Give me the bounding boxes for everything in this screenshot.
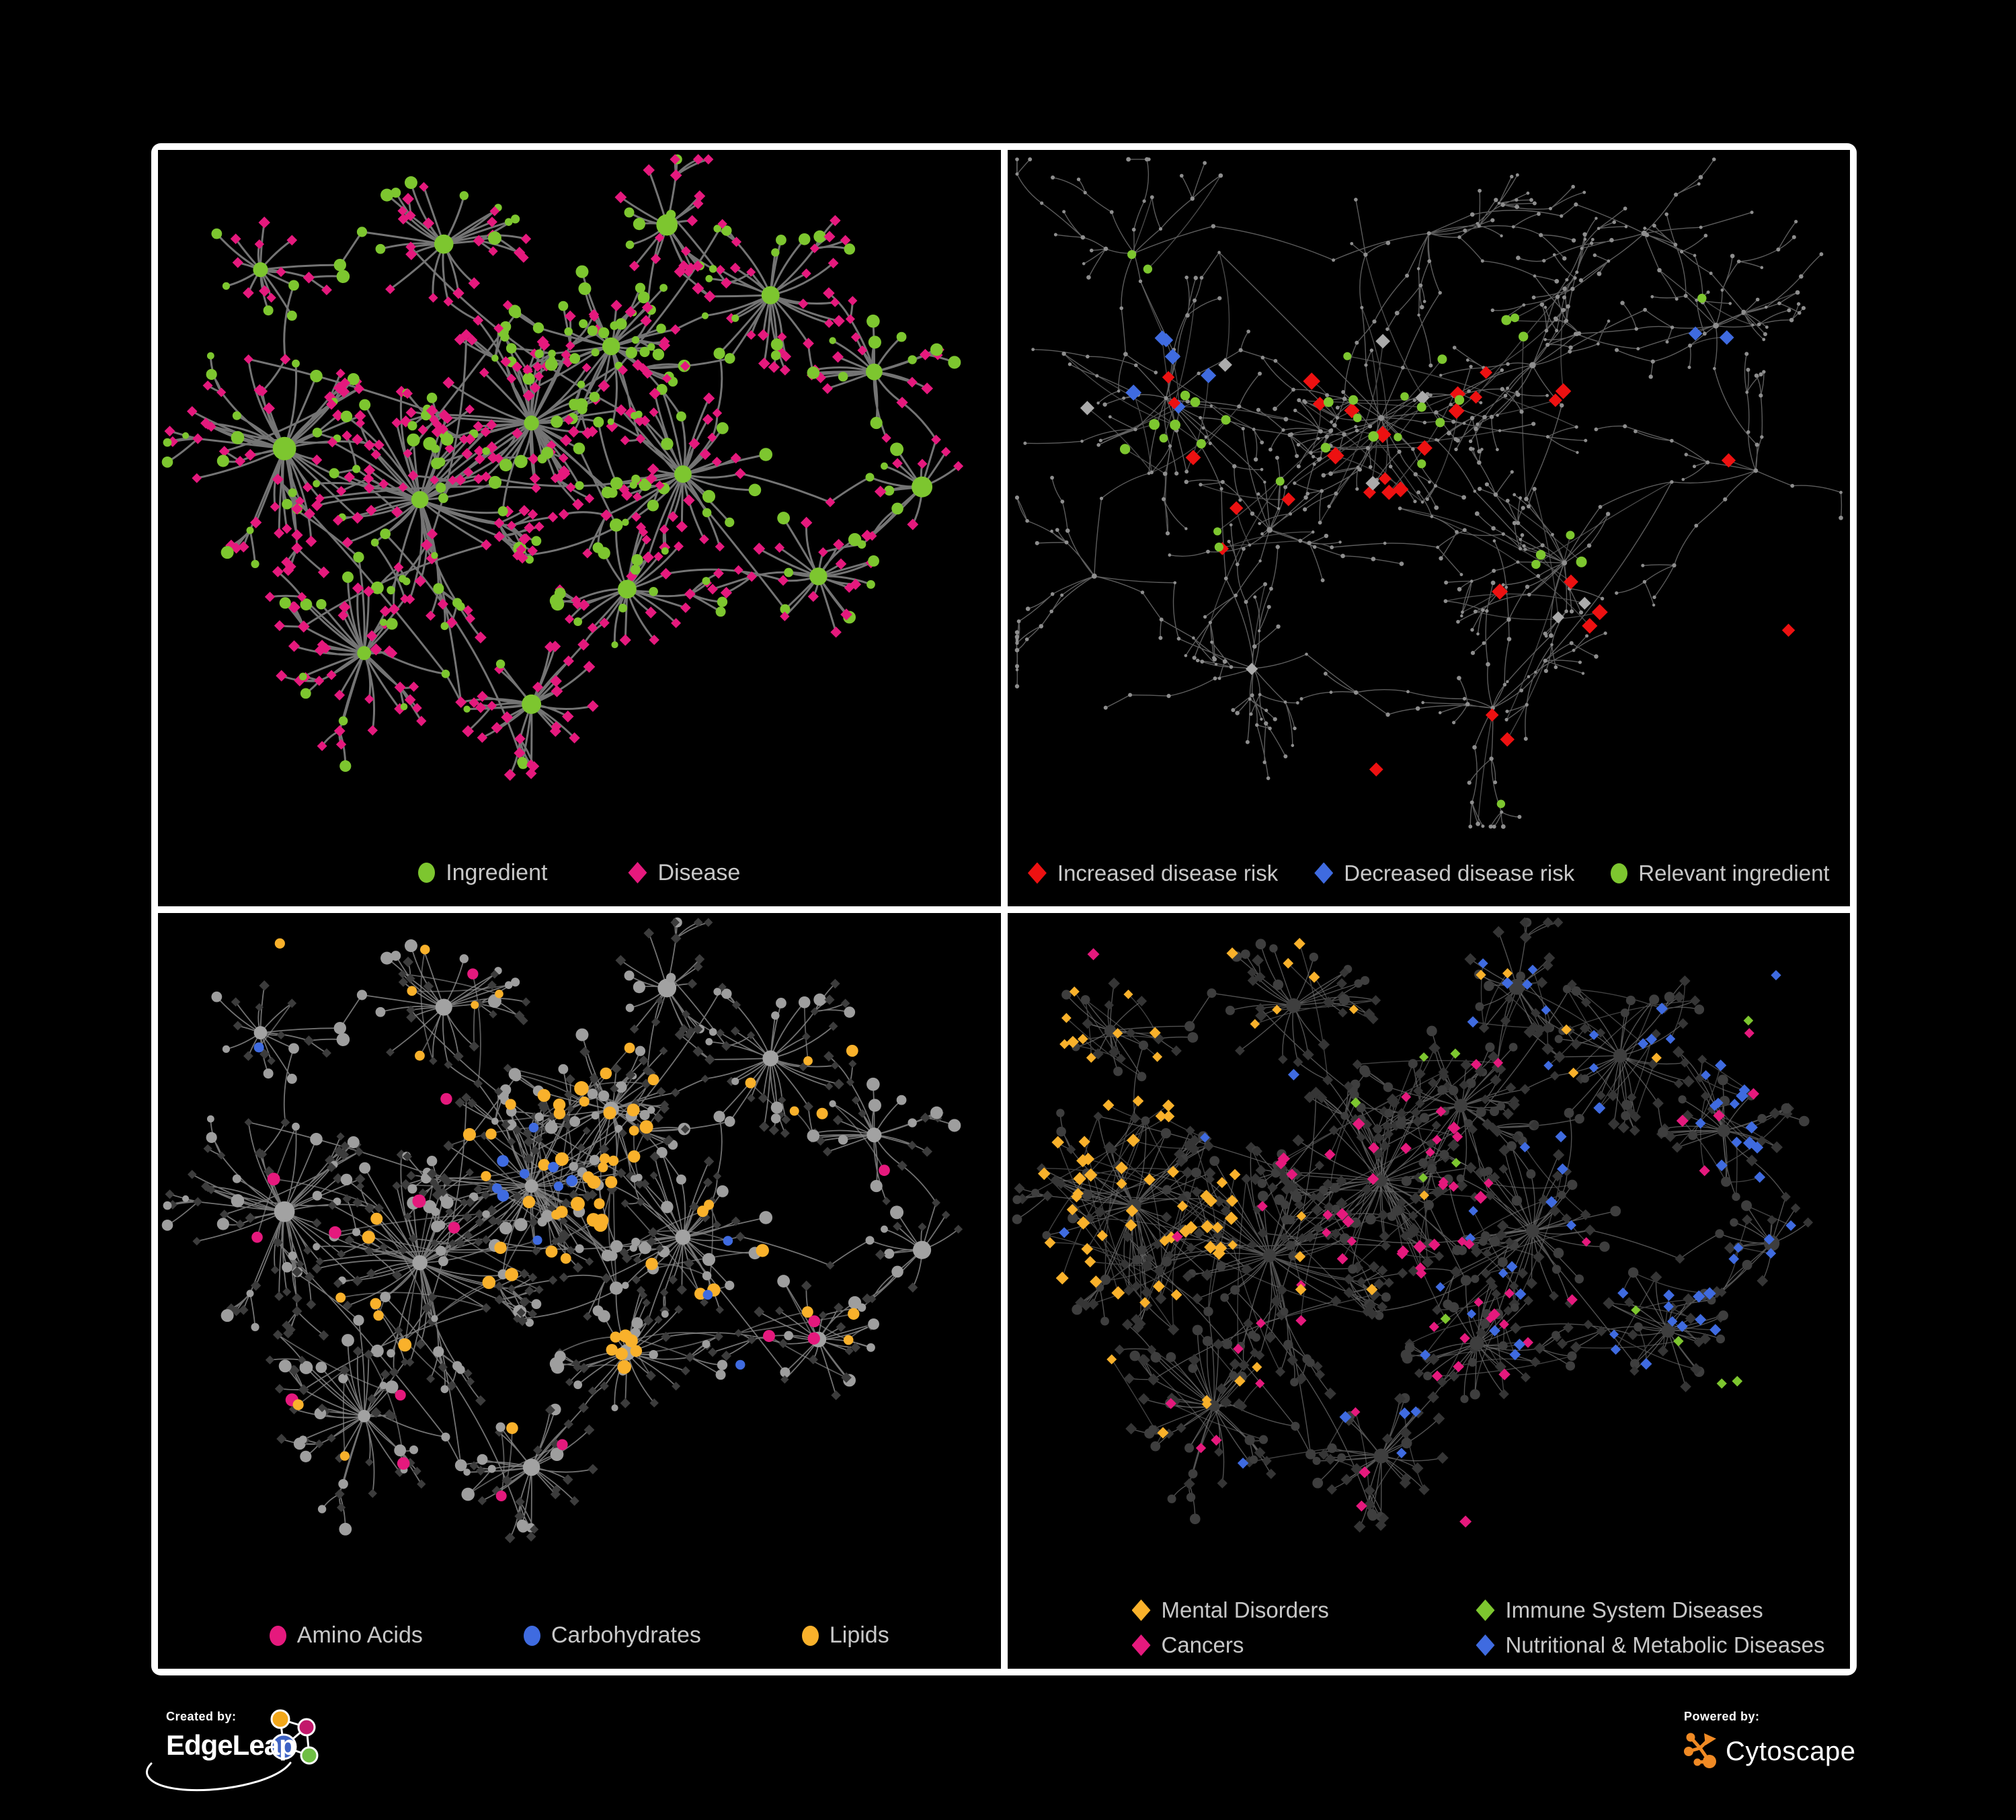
legend-diamond-marker bbox=[628, 862, 647, 883]
legend-diamond-marker bbox=[1131, 1634, 1151, 1656]
panel-ingredient-disease: Ingredient Disease bbox=[158, 150, 1001, 906]
panel-disease-risk: Increased disease risk Decreased disease … bbox=[1007, 150, 1851, 906]
legend-item: Immune System Diseases bbox=[1476, 1597, 1825, 1623]
legend-diamond-marker bbox=[1476, 1634, 1495, 1656]
edgeleap-branding: Created by: EdgeLeap bbox=[166, 1710, 296, 1762]
edgeleap-logo-icon bbox=[146, 1709, 319, 1792]
legend-item: Increased disease risk bbox=[1027, 860, 1279, 886]
cytoscape-branding: Powered by: Cytoscape bbox=[1684, 1710, 1855, 1772]
disease-risk-legend: Increased disease risk Decreased disease … bbox=[1008, 861, 1851, 886]
cytoscape-logo-icon bbox=[1684, 1733, 1716, 1768]
legend-label: Carbohydrates bbox=[551, 1622, 701, 1648]
panel-macronutrients: Amino Acids Carbohydrates Lipids bbox=[158, 912, 1001, 1669]
legend-label: Immune System Diseases bbox=[1505, 1597, 1763, 1622]
legend-item: Mental Disorders bbox=[1131, 1597, 1396, 1623]
legend-circle-marker bbox=[1611, 863, 1628, 883]
legend-label: Cancers bbox=[1161, 1632, 1244, 1657]
disease-risk-network bbox=[1014, 157, 1843, 829]
legend-label: Disease bbox=[657, 859, 741, 885]
legend-label: Decreased disease risk bbox=[1344, 860, 1575, 885]
created-by-label: Created by: bbox=[166, 1710, 237, 1723]
legend-item: Nutritional & Metabolic Diseases bbox=[1476, 1632, 1825, 1658]
edgeleap-wordmark: EdgeLeap bbox=[166, 1729, 296, 1761]
legend-item: Ingredient bbox=[418, 860, 547, 886]
legend-item: Cancers bbox=[1131, 1632, 1396, 1658]
legend-circle-marker bbox=[523, 1625, 540, 1646]
legend-label: Lipids bbox=[829, 1622, 889, 1648]
macronutrients-legend: Amino Acids Carbohydrates Lipids bbox=[158, 1622, 1001, 1649]
legend-diamond-marker bbox=[1131, 1599, 1151, 1621]
legend-item: Decreased disease risk bbox=[1314, 861, 1574, 886]
ingredient-disease-network bbox=[161, 154, 964, 781]
ingredient-disease-legend: Ingredient Disease bbox=[158, 860, 1001, 886]
macronutrients-network bbox=[161, 917, 963, 1543]
disease-categories-network bbox=[1012, 916, 1813, 1533]
legend-circle-marker bbox=[269, 1625, 286, 1646]
disease-categories-legend: Mental Disorders Immune System Diseases Ca… bbox=[1008, 1597, 1851, 1658]
legend-label: Relevant ingredient bbox=[1638, 860, 1830, 885]
legend-label: Mental Disorders bbox=[1161, 1597, 1329, 1622]
panel-disease-categories: Mental Disorders Immune System Diseases Ca… bbox=[1007, 912, 1851, 1669]
legend-label: Ingredient bbox=[446, 859, 548, 885]
legend-label: Amino Acids bbox=[296, 1622, 423, 1648]
legend-item: Amino Acids bbox=[269, 1622, 423, 1649]
legend-item: Relevant ingredient bbox=[1611, 860, 1830, 886]
legend-diamond-marker bbox=[1476, 1599, 1495, 1621]
legend-label: Increased disease risk bbox=[1057, 860, 1279, 885]
cytoscape-wordmark: Cytoscape bbox=[1726, 1736, 1856, 1766]
legend-label: Nutritional & Metabolic Diseases bbox=[1505, 1632, 1825, 1657]
legend-diamond-marker bbox=[1314, 862, 1334, 884]
figure-grid: Ingredient Disease Increased disease risk… bbox=[151, 143, 1857, 1675]
legend-circle-marker bbox=[801, 1625, 819, 1646]
legend-circle-marker bbox=[418, 863, 436, 883]
legend-diamond-marker bbox=[1027, 862, 1047, 884]
legend-item: Disease bbox=[628, 860, 740, 886]
legend-item: Carbohydrates bbox=[523, 1622, 701, 1649]
powered-by-label: Powered by: bbox=[1684, 1710, 1760, 1723]
legend-item: Lipids bbox=[801, 1622, 889, 1649]
